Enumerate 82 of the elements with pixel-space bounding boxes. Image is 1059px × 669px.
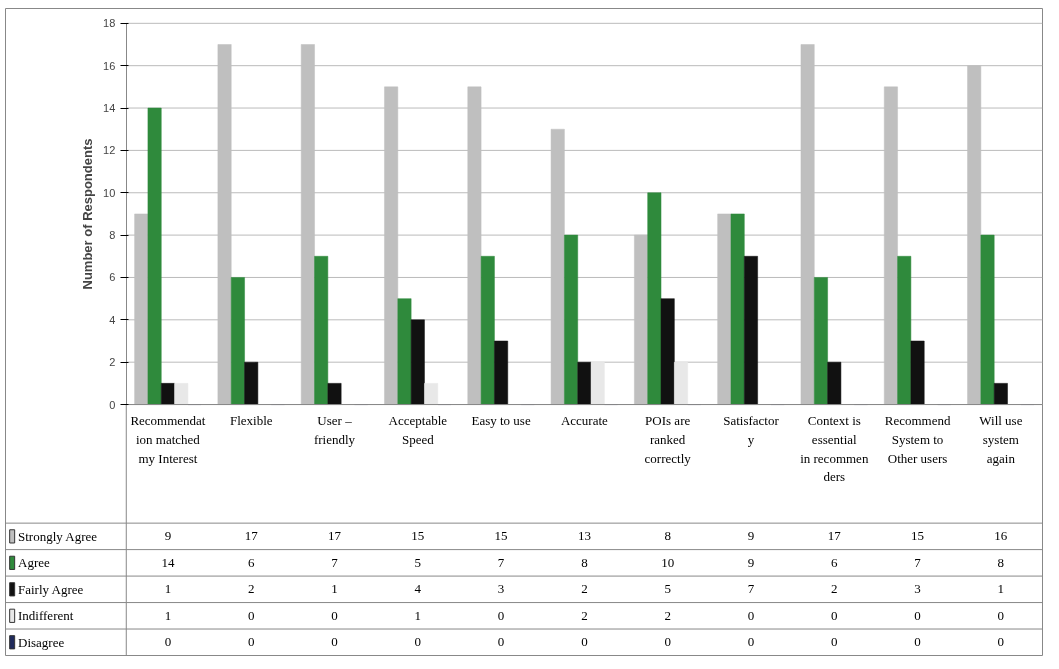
data-label: 7 [914, 554, 922, 570]
data-label: 6 [247, 554, 255, 570]
x-tick-label: Satisfactory [723, 413, 780, 447]
data-label: 1 [164, 607, 172, 623]
data-label: 0 [247, 607, 255, 623]
y-tick-label: 10 [103, 186, 116, 199]
y-tick-label: 6 [109, 271, 116, 284]
data-label: 2 [581, 607, 588, 623]
data-label: 0 [414, 634, 422, 650]
x-tick-label: Recommend System to Other users [884, 413, 951, 466]
y-tick-label: 0 [109, 398, 116, 411]
data-label: 17 [827, 528, 842, 544]
data-label: 0 [664, 634, 671, 650]
data-label: 3 [497, 581, 505, 597]
data-label: 1 [331, 581, 338, 597]
data-label: 0 [831, 634, 838, 650]
data-label: 0 [831, 607, 838, 623]
data-label: 0 [914, 607, 921, 623]
data-label: 0 [164, 634, 172, 650]
y-tick-label: 16 [103, 59, 116, 72]
x-tick-label: POIs are ranked correctly [644, 413, 692, 466]
data-label: 2 [831, 581, 838, 597]
legend-label: Agree [17, 555, 50, 571]
data-label: 4 [414, 581, 422, 597]
y-tick-label: 4 [109, 313, 116, 326]
data-label: 0 [997, 634, 1005, 650]
y-tick-label: 12 [103, 144, 116, 157]
y-tick-label: 2 [109, 356, 116, 369]
data-label: 0 [581, 634, 588, 650]
data-label: 9 [747, 554, 755, 570]
data-label: 9 [164, 528, 172, 544]
data-label: 15 [911, 528, 925, 544]
legend-label: Strongly Agree [17, 528, 98, 544]
data-label: 0 [747, 607, 755, 623]
x-tick-label: Easy to use [471, 413, 531, 429]
data-label: 15 [411, 528, 425, 544]
data-label: 0 [331, 607, 338, 623]
data-label: 1 [997, 581, 1005, 597]
data-label: 2 [664, 607, 671, 623]
data-label: 0 [747, 634, 755, 650]
x-tick-label: Accurate [560, 413, 609, 429]
data-label: 17 [244, 528, 259, 544]
data-label: 15 [494, 528, 508, 544]
x-tick-label: Will use system again [979, 413, 1023, 466]
data-label: 6 [831, 554, 839, 570]
data-label: 0 [497, 634, 505, 650]
data-label: 8 [997, 554, 1005, 570]
data-label: 1 [414, 607, 422, 623]
x-tick-label: Acceptable Speed [388, 413, 448, 447]
x-tick-label: Recommendation matched my Interest [130, 413, 206, 466]
data-label: 9 [747, 528, 755, 544]
data-label: 3 [914, 581, 921, 597]
data-label: 16 [994, 528, 1008, 544]
data-label: 5 [664, 581, 671, 597]
y-tick-label: 14 [103, 102, 116, 115]
x-tick-label: User – friendly [313, 413, 356, 447]
data-label: 0 [914, 634, 921, 650]
legend-label: Indifferent [17, 608, 74, 624]
x-tick-label: Context is essential in recommenders [800, 413, 869, 485]
y-tick-label: 18 [103, 17, 116, 30]
data-label: 1 [164, 581, 172, 597]
legend-label: Fairly Agree [17, 581, 84, 597]
data-label: 0 [331, 634, 338, 650]
data-label: 0 [497, 607, 505, 623]
data-label: 10 [661, 554, 675, 570]
y-axis-title: Number of Respondents [80, 138, 96, 290]
data-label: 8 [581, 554, 588, 570]
legend-label: Disagree [17, 634, 65, 650]
x-tick-label: Flexible [229, 413, 273, 429]
y-tick-label: 8 [109, 229, 116, 242]
data-label: 0 [247, 634, 255, 650]
data-label: 17 [328, 528, 342, 544]
data-label: 14 [161, 554, 175, 570]
data-label: 7 [497, 554, 505, 570]
data-label: 7 [747, 581, 755, 597]
data-label: 2 [247, 581, 255, 597]
data-label: 0 [997, 607, 1005, 623]
data-label: 5 [414, 554, 422, 570]
data-label: 8 [664, 528, 671, 544]
data-label: 2 [581, 581, 588, 597]
data-label: 7 [331, 554, 339, 570]
data-label: 13 [577, 528, 591, 544]
